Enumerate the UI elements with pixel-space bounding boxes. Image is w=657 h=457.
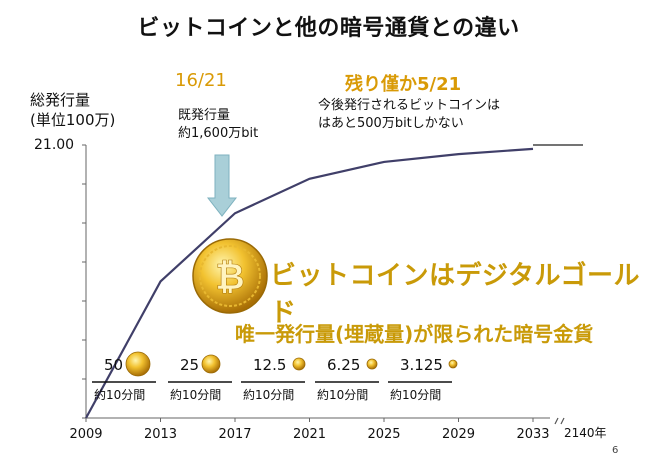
small-coin-icon — [125, 351, 151, 377]
end-year-label: 2140年 — [564, 426, 607, 440]
y-max-tick-label: 21.00 — [34, 137, 75, 153]
fraction-mined: 16/21 — [175, 70, 227, 91]
supply-series-line — [85, 147, 534, 419]
fraction-remaining: 残り僅か5/21 — [345, 74, 462, 95]
small-coin-icon — [366, 358, 378, 370]
x-tick-label: 2009 — [69, 427, 103, 442]
x-tick-label: 2013 — [143, 427, 178, 442]
x-tick-marks — [85, 418, 534, 422]
block-reward-value: 3.125 — [400, 356, 443, 374]
tagline-sub: 唯一発行量(埋蔵量)が限られた暗号金貨 — [235, 322, 594, 346]
mined-note-line2: 約1,600万bit — [178, 126, 259, 141]
block-rewards: 50 約10分間 25 約10分間 12.5 約10分間 6.25 約10分間 3.125 約10… — [92, 351, 458, 402]
small-coin-icon — [201, 354, 221, 374]
x-tick-label: 2017 — [218, 427, 252, 442]
y-axis-label: 総発行量 (単位100万) — [30, 90, 115, 130]
arrow-icon — [206, 154, 238, 217]
x-tick-label: 2025 — [367, 427, 401, 442]
bitcoin-coin-icon: ₿ — [192, 238, 268, 314]
tagline-main: ビットコインはデジタルゴールド — [270, 261, 640, 328]
y-axis-label-line1: 総発行量 — [30, 91, 91, 109]
block-interval-label: 約10分間 — [317, 387, 368, 402]
page-title: ビットコインと他の暗号通貨との違い — [137, 16, 520, 41]
mined-note-line1: 既発行量 — [178, 108, 231, 123]
remaining-note: 今後発行されるビットコインは はあと500万bitしかない — [318, 97, 500, 133]
block-reward-value: 50 — [104, 356, 123, 374]
block-interval-label: 約10分間 — [170, 387, 221, 402]
small-coin-icon — [292, 357, 306, 371]
x-tick-label: 2033 — [516, 427, 550, 442]
axis-break-icon — [554, 417, 565, 425]
x-tick-label: 2029 — [441, 427, 476, 442]
small-coin-icon — [448, 359, 458, 369]
x-tick-label: 2021 — [292, 427, 327, 442]
page-number: 6 — [612, 445, 619, 456]
svg-text:₿: ₿ — [215, 257, 244, 298]
y-tick-group — [82, 144, 86, 419]
remaining-note-line2: はあと500万bitしかない — [318, 116, 464, 131]
remaining-note-line1: 今後発行されるビットコインは — [318, 98, 501, 113]
mined-note: 既発行量 約1,600万bit — [178, 107, 258, 143]
y-axis-label-line2: (単位100万) — [30, 111, 116, 129]
block-interval-label: 約10分間 — [243, 387, 294, 402]
block-reward-value: 6.25 — [327, 356, 360, 374]
block-reward-value: 12.5 — [253, 356, 286, 374]
block-interval-label: 約10分間 — [390, 387, 441, 402]
block-interval-label: 約10分間 — [94, 387, 145, 402]
block-reward-value: 25 — [180, 356, 199, 374]
